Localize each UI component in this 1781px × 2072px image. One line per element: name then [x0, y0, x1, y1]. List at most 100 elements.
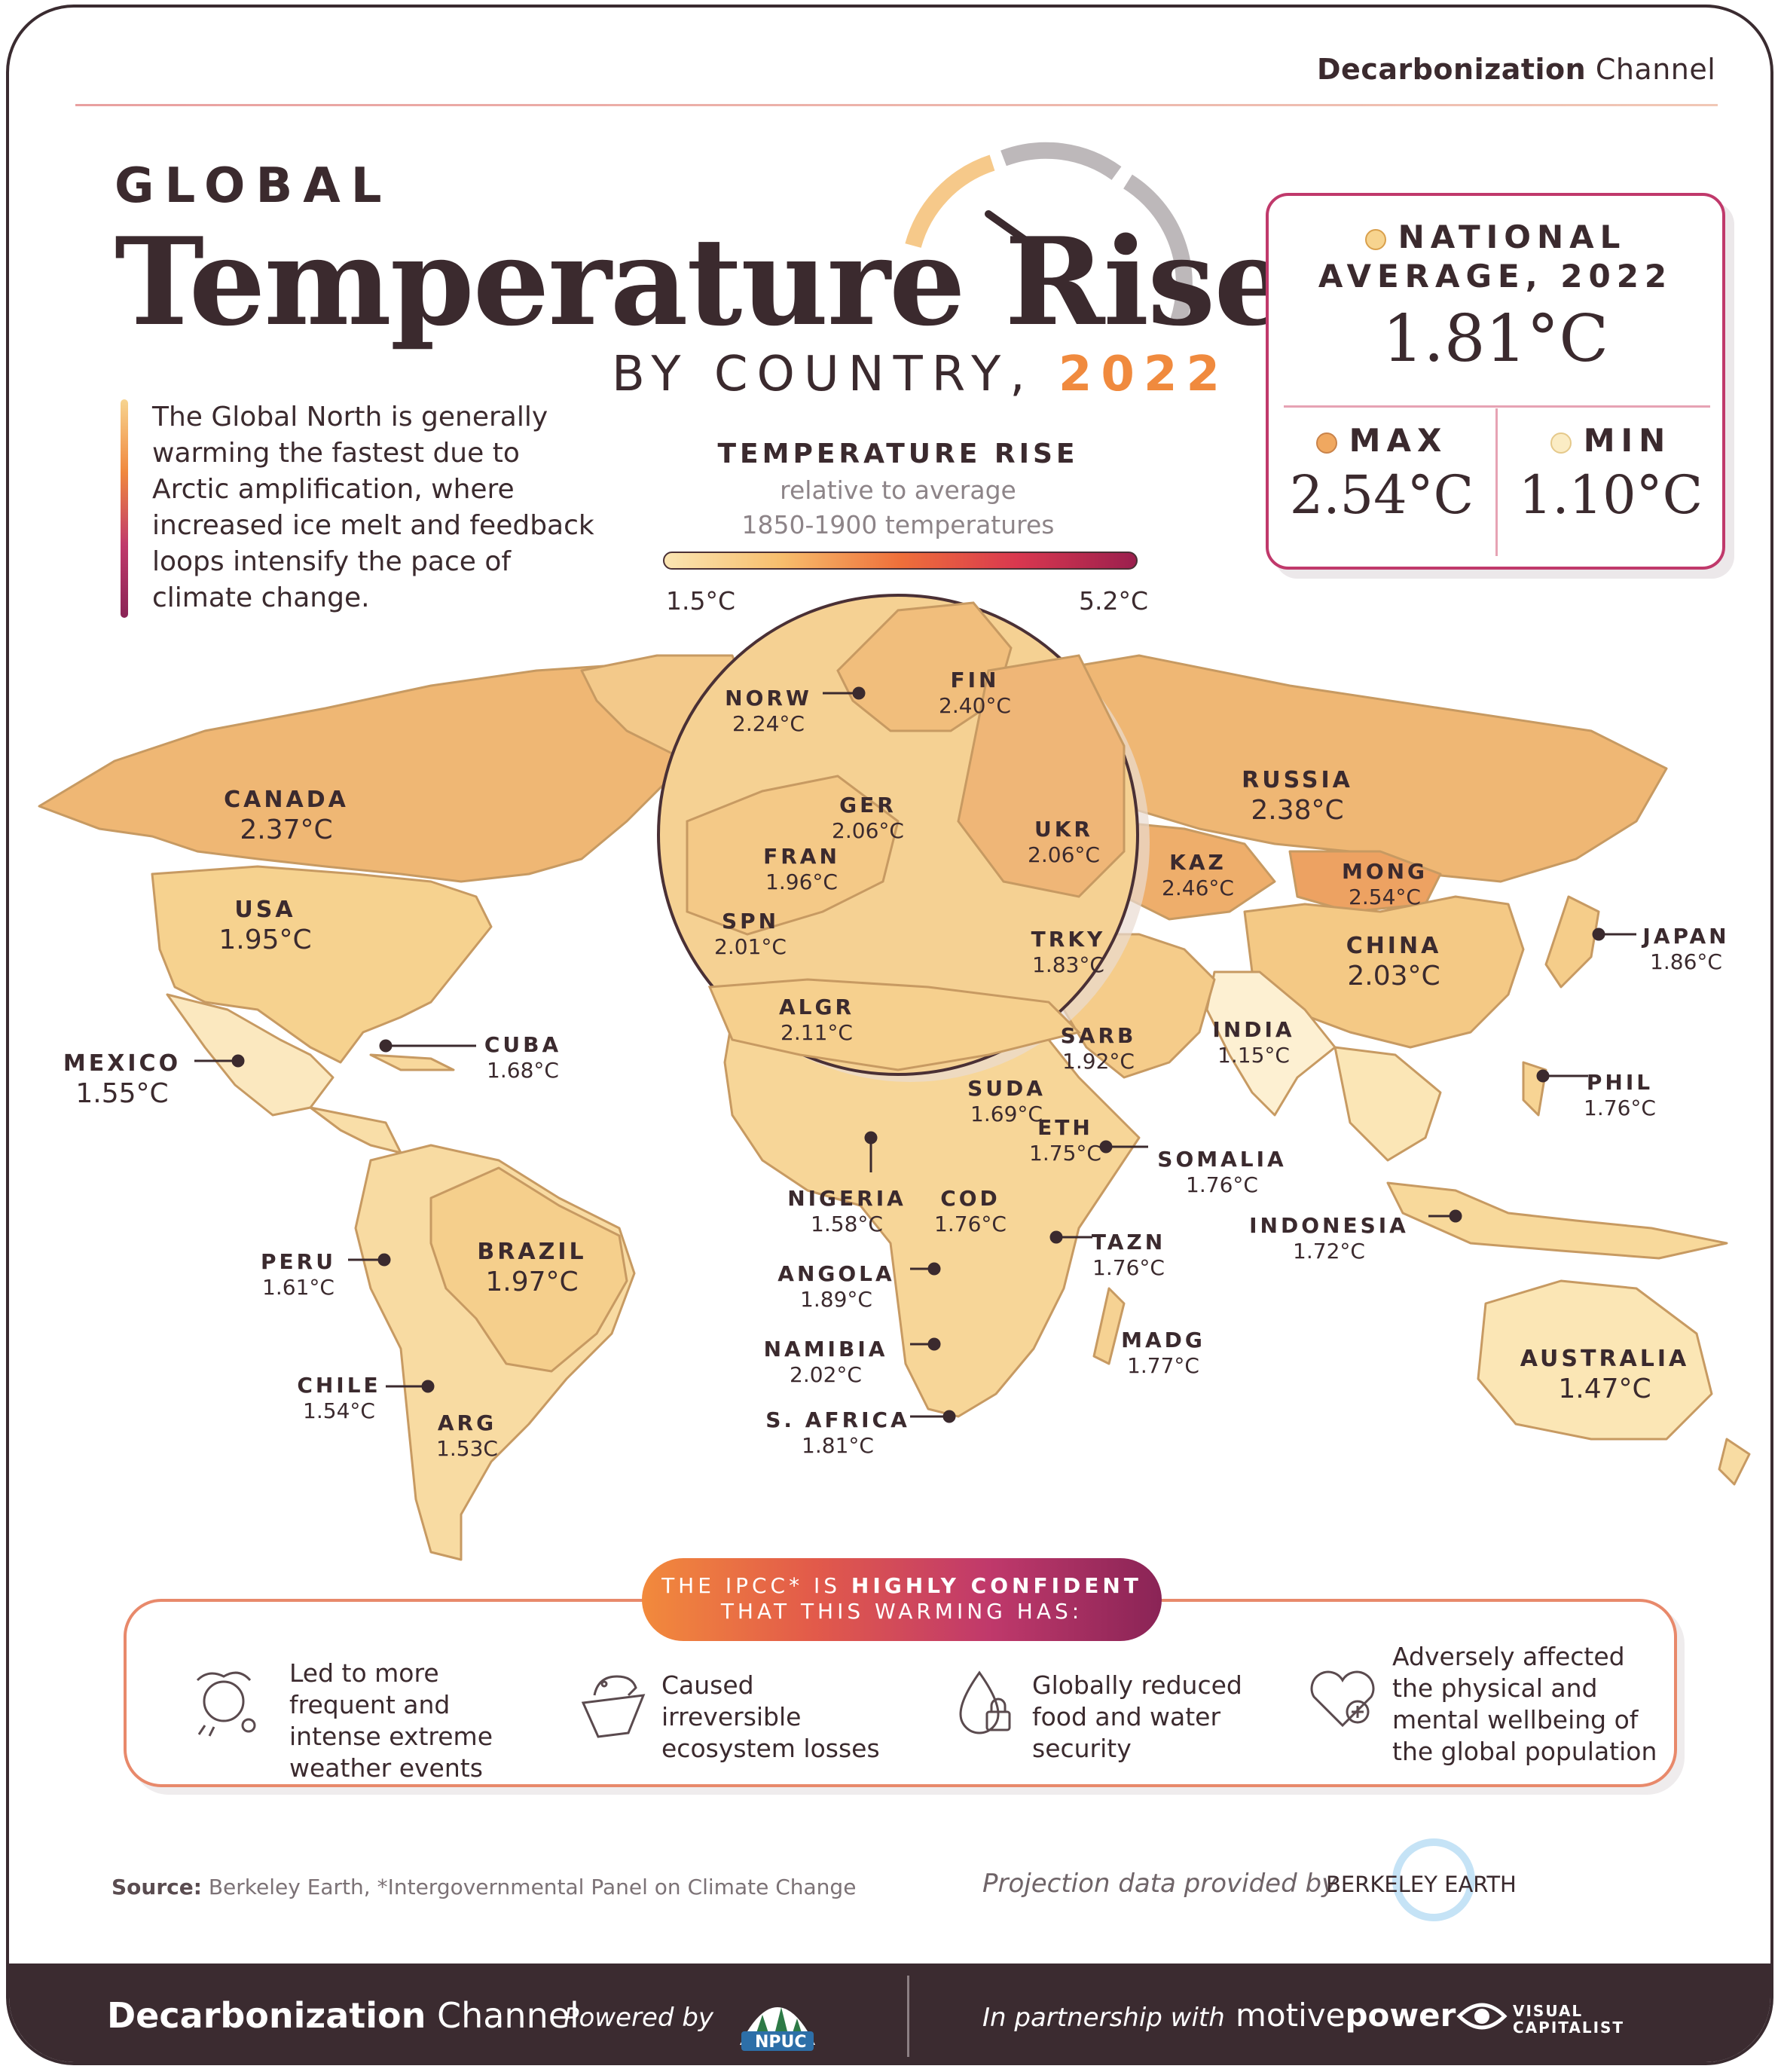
intro-text: The Global North is generally warming th…: [152, 402, 594, 613]
country-label-tazn: TAZN 1.76°C: [1091, 1230, 1166, 1280]
country-label-kaz: KAZ 2.46°C: [1162, 850, 1234, 900]
intro-accent-bar: [121, 399, 128, 618]
berkeley-earth-glow: [1392, 1838, 1475, 1921]
country-label-somalia: SOMALIA 1.76°C: [1157, 1147, 1287, 1197]
map-western-europe: [686, 775, 900, 936]
footer-divider: [907, 1976, 909, 2057]
brand-bold: Decarbonization: [1317, 53, 1587, 86]
country-label-nigeria: NIGERIA 1.58°C: [787, 1186, 906, 1236]
avg-label: NATIONAL: [1269, 219, 1722, 255]
country-label-trky: TRKY 1.83°C: [1031, 927, 1106, 977]
country-label-fin: FIN 2.40°C: [939, 668, 1011, 718]
max-value: 2.54°C: [1289, 464, 1474, 526]
country-label-canada: CANADA 2.37°C: [224, 787, 349, 845]
berkeley-earth-logo: BERKELEY EARTH: [1326, 1872, 1517, 1897]
map-eastern-europe: [957, 654, 1126, 898]
country-label-mexico: MEXICO 1.55°C: [63, 1050, 182, 1109]
map-north-africa-inset: [707, 978, 1081, 1071]
visual-capitalist-icon: [1456, 2003, 1508, 2030]
legend-sub1: relative to average: [780, 475, 1016, 505]
country-label-suda: SUDA 1.69°C: [967, 1076, 1046, 1126]
title-kicker: GLOBAL: [115, 158, 393, 214]
country-label-angola: ANGOLA 1.89°C: [777, 1261, 895, 1312]
page-title: Temperature Rise: [115, 211, 1291, 353]
footer-brand: Decarbonization Channel: [107, 1995, 579, 2036]
header-rule: [75, 104, 1718, 106]
country-label-eth: ETH 1.75°C: [1029, 1115, 1101, 1166]
stats-box: NATIONAL AVERAGE, 2022 1.81°C MAX 2.54°C…: [1266, 193, 1725, 570]
country-label-indonesia: INDONESIA 1.72°C: [1249, 1213, 1409, 1264]
stats-divider-h: [1284, 405, 1710, 408]
extreme-weather-icon: [196, 1671, 256, 1737]
min-dot: [1550, 432, 1572, 454]
infographic-card: Decarbonization Channel GLOBAL Temperatu…: [6, 5, 1773, 2065]
country-label-japan: JAPAN 1.86°C: [1642, 924, 1730, 974]
legend-min: 1.5°C: [666, 586, 736, 616]
motivepower-logo: motivepower: [1236, 1997, 1456, 2034]
visual-capitalist-logo: VISUAL CAPITALIST: [1513, 2002, 1625, 2037]
legend-color-bar: [663, 552, 1138, 570]
map-canada: [38, 662, 764, 883]
footer-powered-by: Powered by: [564, 2003, 714, 2033]
country-label-brazil: BRAZIL 1.97°C: [477, 1239, 587, 1297]
min-label: MIN: [1498, 422, 1724, 459]
map-japan: [1544, 895, 1600, 989]
map-cuba: [369, 1053, 455, 1071]
legend-sub2: 1850-1900 temperatures: [741, 510, 1055, 539]
country-label-australia: AUSTRALIA 1.47°C: [1520, 1346, 1690, 1404]
avg-dot: [1364, 228, 1386, 250]
map-new-zealand: [1718, 1438, 1751, 1486]
title-subtitle: BY COUNTRY, 2022: [612, 347, 1229, 402]
country-label-cuba: CUBA 1.68°C: [484, 1032, 562, 1083]
avg-label-2: AVERAGE, 2022: [1318, 258, 1673, 295]
country-label-china: CHINA 2.03°C: [1346, 933, 1442, 992]
projection-credit: Projection data provided by: [982, 1869, 1337, 1899]
country-label-algr: ALGR 2.11°C: [778, 995, 855, 1045]
impact-text-3: Globally reduced food and water security: [1032, 1670, 1242, 1763]
footer-partnership: In partnership with: [982, 2003, 1225, 2033]
avg-value: 1.81°C: [1382, 301, 1609, 377]
country-label-s-africa: S. AFRICA 1.81°C: [765, 1407, 910, 1458]
legend-title: TEMPERATURE RISE: [717, 439, 1079, 469]
ipcc-pill: THE IPCC* IS HIGHLY CONFIDENT THAT THIS …: [642, 1558, 1162, 1641]
stats-divider-v: [1495, 408, 1498, 556]
impact-text-2: Caused irreversible ecosystem losses: [661, 1670, 880, 1763]
subtitle-year: 2022: [1058, 347, 1229, 402]
map-central-america: [309, 1106, 402, 1154]
country-label-ukr: UKR 2.06°C: [1028, 817, 1100, 867]
source-note: Source: Berkeley Earth, *Intergovernment…: [112, 1875, 857, 1899]
country-label-spn: SPN 2.01°C: [714, 909, 787, 959]
impact-text-1: Led to more frequent and intense extreme…: [289, 1658, 493, 1783]
subtitle-text: BY COUNTRY,: [612, 347, 1034, 402]
footer-bar: Decarbonization Channel Powered by NPUC …: [9, 1964, 1770, 2062]
gauge-icon: [905, 142, 1193, 324]
map-brazil: [429, 1166, 628, 1373]
country-label-russia: RUSSIA 2.38°C: [1242, 767, 1353, 826]
country-label-ger: GER 2.06°C: [832, 793, 904, 843]
world-map: [38, 594, 1751, 1561]
country-label-phil: PHIL 1.76°C: [1584, 1070, 1656, 1120]
map-australia: [1477, 1279, 1713, 1441]
country-label-norw: NORW 2.24°C: [725, 686, 812, 736]
legend-max: 5.2°C: [1079, 586, 1149, 616]
country-label-chile: CHILE 1.54°C: [297, 1373, 381, 1423]
map-mexico: [166, 993, 335, 1117]
max-dot: [1315, 432, 1337, 454]
map-indonesia: [1386, 1181, 1728, 1260]
max-label: MAX: [1269, 422, 1495, 459]
country-label-fran: FRAN 1.96°C: [763, 844, 840, 894]
map-usa: [151, 865, 493, 1064]
country-label-usa: USA 1.95°C: [218, 897, 312, 955]
impact-text-4: Adversely affected the physical and ment…: [1392, 1642, 1657, 1766]
map-india: [1205, 970, 1337, 1117]
country-label-arg: ARG 1.53C: [436, 1410, 498, 1461]
legend-subtitle: relative to average 1850-1900 temperatur…: [657, 473, 1139, 542]
npuc-logo-icon: [740, 2007, 815, 2051]
map-madagascar: [1092, 1287, 1126, 1365]
country-label-india: INDIA 1.15°C: [1212, 1017, 1295, 1068]
npuc-label: NPUC: [755, 2033, 807, 2052]
header-brand: Decarbonization Channel: [1317, 53, 1715, 86]
polar-bear-icon: [581, 1675, 646, 1738]
country-label-mong: MONG 2.54°C: [1341, 859, 1428, 909]
country-label-sarb: SARB 1.92°C: [1060, 1023, 1137, 1074]
